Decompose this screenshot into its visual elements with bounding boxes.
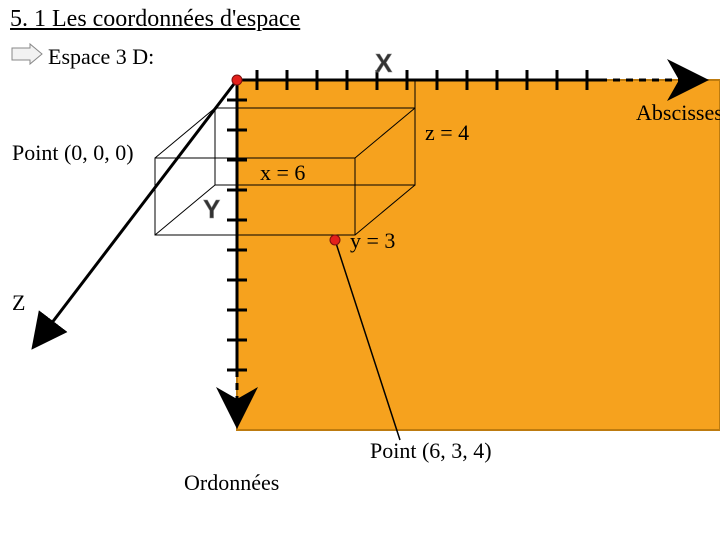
point-634-label: Point (6, 3, 4) bbox=[370, 438, 492, 464]
diagram-canvas: X Y bbox=[0, 0, 720, 540]
arrow-right-icon bbox=[12, 44, 42, 64]
y-eq-label: y = 3 bbox=[350, 228, 395, 254]
z-axis-label: Z bbox=[12, 290, 25, 316]
abscisses-label: Abscisses bbox=[636, 100, 720, 126]
ordonnees-label: Ordonnées bbox=[184, 470, 279, 496]
y-axis-glyph-icon: Y bbox=[203, 194, 220, 224]
z-eq-label: z = 4 bbox=[425, 120, 469, 146]
svg-text:Y: Y bbox=[203, 194, 220, 224]
plane-rect bbox=[237, 80, 720, 430]
svg-text:X: X bbox=[375, 48, 393, 78]
x-eq-label: x = 6 bbox=[260, 160, 305, 186]
origin-label: Point (0, 0, 0) bbox=[12, 140, 134, 166]
point-634-icon bbox=[330, 235, 340, 245]
origin-point-icon bbox=[232, 75, 242, 85]
x-axis-glyph-icon: X bbox=[375, 48, 393, 78]
